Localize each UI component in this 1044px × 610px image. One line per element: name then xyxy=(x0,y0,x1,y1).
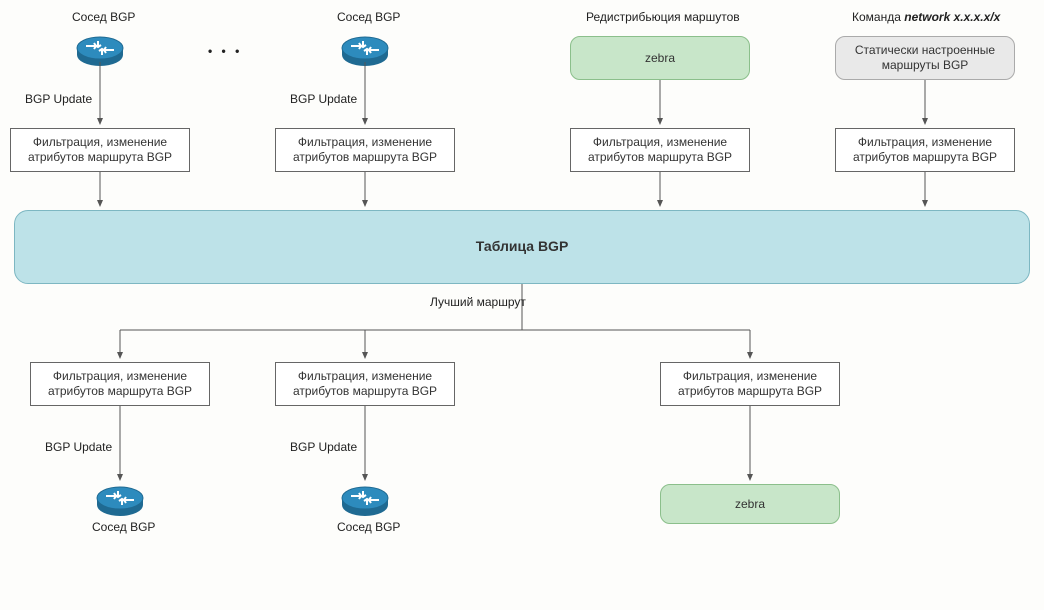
redistribution-label: Редистрибьюция маршутов xyxy=(586,10,740,24)
bgp-table-text: Таблица BGP xyxy=(476,238,569,256)
neighbor-label: Сосед BGP xyxy=(72,10,135,24)
zebra-text: zebra xyxy=(735,497,765,512)
command-label: Команда network x.x.x.x/x xyxy=(852,10,1000,24)
static-routes-box: Статически настроенные маршруты BGP xyxy=(835,36,1015,80)
bgp-table-box: Таблица BGP xyxy=(14,210,1030,284)
router-icon xyxy=(97,487,143,516)
bgp-update-label: BGP Update xyxy=(290,440,357,454)
router-icon xyxy=(342,37,388,66)
filter-box: Фильтрация, изменение атрибутов маршрута… xyxy=(660,362,840,406)
filter-box: Фильтрация, изменение атрибутов маршрута… xyxy=(275,128,455,172)
ellipsis: • • • xyxy=(208,44,242,58)
neighbor-label: Сосед BGP xyxy=(92,520,155,534)
static-routes-text: Статически настроенные маршруты BGP xyxy=(840,43,1010,73)
neighbor-label: Сосед BGP xyxy=(337,520,400,534)
filter-box: Фильтрация, изменение атрибутов маршрута… xyxy=(275,362,455,406)
zebra-text: zebra xyxy=(645,51,675,66)
router-icon xyxy=(342,487,388,516)
bgp-update-label: BGP Update xyxy=(25,92,92,106)
filter-box: Фильтрация, изменение атрибутов маршрута… xyxy=(835,128,1015,172)
best-route-label: Лучший маршрут xyxy=(430,295,526,309)
command-code: network x.x.x.x/x xyxy=(904,10,1000,24)
filter-box: Фильтрация, изменение атрибутов маршрута… xyxy=(10,128,190,172)
router-icon xyxy=(77,37,123,66)
bgp-update-label: BGP Update xyxy=(45,440,112,454)
filter-box: Фильтрация, изменение атрибутов маршрута… xyxy=(30,362,210,406)
filter-box: Фильтрация, изменение атрибутов маршрута… xyxy=(570,128,750,172)
zebra-box: zebra xyxy=(570,36,750,80)
zebra-box: zebra xyxy=(660,484,840,524)
command-prefix: Команда xyxy=(852,10,904,24)
bgp-update-label: BGP Update xyxy=(290,92,357,106)
neighbor-label: Сосед BGP xyxy=(337,10,400,24)
